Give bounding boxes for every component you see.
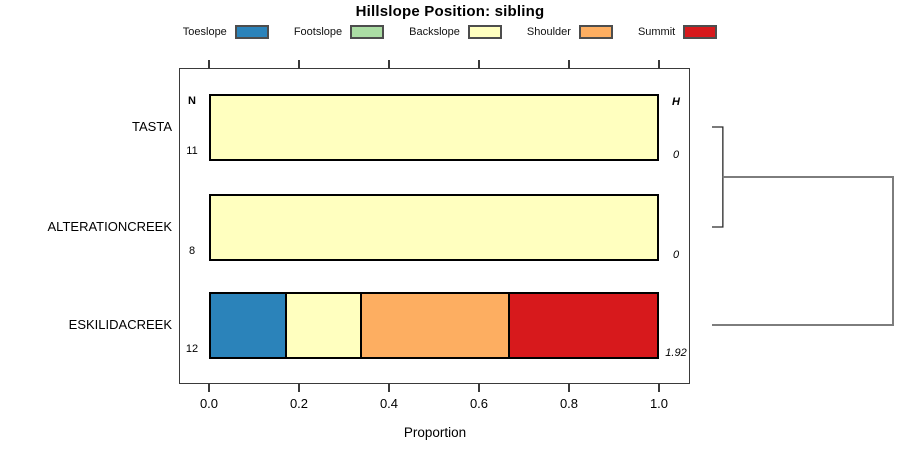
x-axis-tick-bottom [388,384,390,392]
legend-label: Footslope [293,26,343,38]
n-value: 12 [185,342,199,355]
legend-label: Summit [637,26,676,38]
x-axis-tick-label: 0.0 [199,396,219,411]
x-axis-tick-bottom [298,384,300,392]
legend-item-backslope: Backslope [409,25,502,39]
x-axis-tick-top [568,60,570,68]
x-axis-tick-top [388,60,390,68]
legend-swatch-summit [683,25,718,39]
bar-segment-shoulder [359,293,509,357]
plot-box [179,68,690,384]
dendrogram-branch-root-eskilidacreek [712,176,894,326]
row-label-alterationcreek: ALTERATIONCREEK [47,219,172,234]
row-label-tasta: TASTA [132,119,172,134]
dendrogram-branch-tasta-alterationcreek [712,126,724,228]
x-axis-tick-label: 0.6 [469,396,489,411]
stacked-bar-eskilidacreek [209,291,659,359]
legend-label: Backslope [409,26,460,38]
legend-swatch-backslope [467,25,502,39]
h-value: 0 [672,148,680,161]
n-value: 11 [186,144,198,157]
x-axis-tick-top [658,60,660,68]
legend-swatch-toeslope [234,25,269,39]
h-column-header: H [672,96,680,108]
n-value: 8 [188,244,196,257]
x-axis-tick-bottom [478,384,480,392]
x-axis-tick-top [298,60,300,68]
stacked-bar-tasta [209,93,659,161]
n-column-header: N [188,95,196,107]
x-axis-tick-label: 0.8 [559,396,579,411]
x-axis-title: Proportion [403,425,467,440]
bar-segment-backslope [211,95,657,159]
h-value: 1.92 [665,346,687,359]
legend-swatch-footslope [350,25,385,39]
legend-item-footslope: Footslope [293,25,385,39]
bar-segment-backslope [211,195,657,259]
x-axis-tick-label: 0.2 [289,396,309,411]
legend-label: Toeslope [182,26,227,38]
legend-label: Shoulder [526,26,571,38]
legend-item-toeslope: Toeslope [183,25,269,39]
x-axis-tick-bottom [568,384,570,392]
stacked-bar-alterationcreek [209,193,659,261]
bar-segment-backslope [285,293,360,357]
bar-segment-toeslope [211,293,286,357]
legend-swatch-shoulder [578,25,613,39]
chart-title: Hillslope Position: sibling [355,3,545,20]
legend-item-shoulder: Shoulder [527,25,613,39]
x-axis-tick-bottom [658,384,660,392]
legend: Toeslope Footslope Backslope Shoulder Su… [0,23,900,41]
x-axis-tick-bottom [208,384,210,392]
x-axis-tick-label: 0.4 [379,396,399,411]
h-value: 0 [672,248,680,261]
bar-segment-summit [508,293,657,357]
x-axis-tick-label: 1.0 [649,396,669,411]
x-axis-tick-top [208,60,210,68]
legend-item-summit: Summit [637,25,718,39]
x-axis-tick-top [478,60,480,68]
row-label-eskilidacreek: ESKILIDACREEK [68,317,172,332]
